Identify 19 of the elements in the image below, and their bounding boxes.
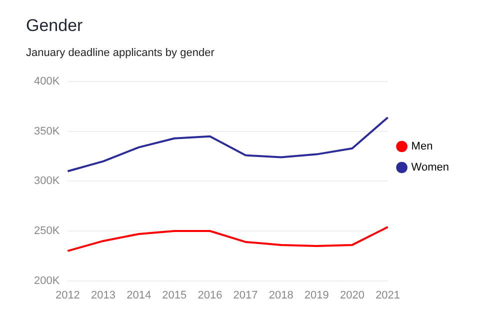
x-tick-label: 2014	[126, 289, 152, 302]
x-tick-label: 2021	[376, 289, 400, 302]
legend-label: Women	[411, 162, 450, 174]
x-tick-label: 2017	[233, 289, 258, 302]
legend-label: Men	[411, 140, 433, 153]
x-tick-label: 2019	[304, 289, 329, 302]
y-tick-label: 400K	[34, 76, 60, 88]
chart-title: Gender	[26, 16, 84, 35]
y-tick-label: 350K	[34, 125, 60, 138]
y-tick-label: 200K	[34, 274, 60, 287]
x-tick-label: 2016	[198, 289, 222, 302]
x-tick-label: 2018	[268, 289, 294, 302]
x-tick-label: 2020	[340, 289, 364, 302]
chart-subtitle: January deadline applicants by gender	[26, 47, 215, 60]
x-tick-label: 2015	[162, 289, 187, 302]
x-tick-label: 2012	[55, 289, 80, 302]
y-tick-label: 300K	[34, 175, 60, 188]
y-tick-label: 250K	[34, 225, 60, 238]
x-tick-label: 2013	[91, 289, 116, 302]
